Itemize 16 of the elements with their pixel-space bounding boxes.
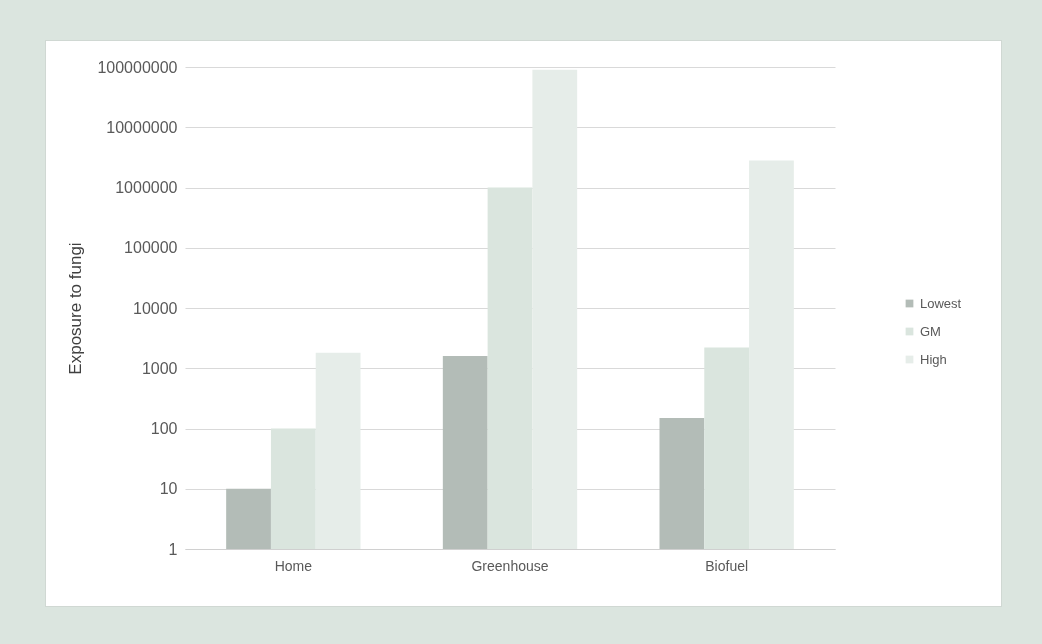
y-tick-label: 1000000 [115,179,178,196]
y-tick-label: 1 [168,540,178,558]
y-tick-label: 100000 [124,239,178,257]
y-tick-label: 100000000 [97,58,178,76]
legend-label: GM [920,323,941,339]
y-tick-label: 10000000 [106,118,178,136]
y-tick-label: 1000 [141,359,178,377]
y-tick-label: 10000 [133,299,178,317]
y-tick-label: 100 [150,420,178,437]
x-tick-label: Biofuel [705,557,749,574]
y-axis-title: Exposure to fungi [66,242,86,375]
legend-label: Lowest [920,295,962,311]
y-tick-label: 10 [159,480,178,498]
x-tick-label: Home [274,557,313,574]
legend-label: High [920,351,947,367]
x-tick-label: Greenhouse [471,557,549,574]
